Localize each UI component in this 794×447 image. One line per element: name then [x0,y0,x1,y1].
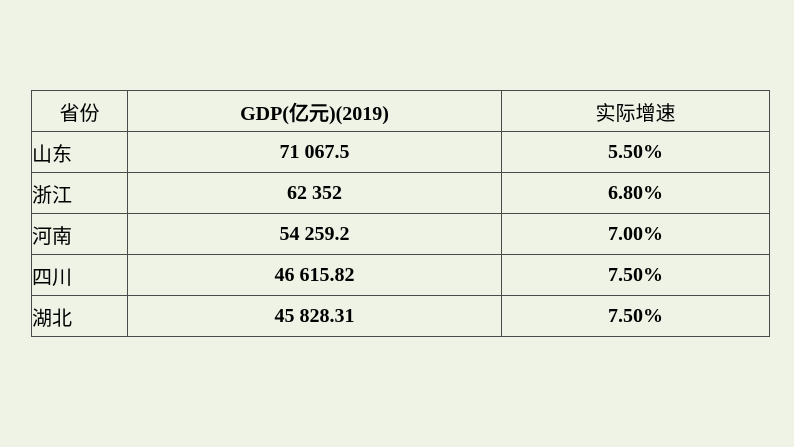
cell-growth: 7.50% [501,254,770,296]
header-growth: 实际增速 [501,90,770,132]
header-province: 省份 [31,90,128,132]
cell-province: 山东 [31,131,128,173]
cell-growth: 7.00% [501,213,770,255]
table-row: 山东 71 067.5 5.50% [31,131,770,173]
cell-gdp: 46 615.82 [127,254,502,296]
gdp-table: 省份 GDP(亿元)(2019) 实际增速 山东 71 067.5 5.50% … [31,90,770,337]
table-header-row: 省份 GDP(亿元)(2019) 实际增速 [31,90,770,132]
table-row: 河南 54 259.2 7.00% [31,213,770,255]
cell-gdp: 45 828.31 [127,295,502,337]
cell-gdp: 54 259.2 [127,213,502,255]
cell-growth: 6.80% [501,172,770,214]
table-row: 四川 46 615.82 7.50% [31,254,770,296]
cell-province: 湖北 [31,295,128,337]
table-row: 浙江 62 352 6.80% [31,172,770,214]
cell-province: 浙江 [31,172,128,214]
cell-growth: 7.50% [501,295,770,337]
cell-gdp: 71 067.5 [127,131,502,173]
header-gdp: GDP(亿元)(2019) [127,90,502,132]
table-row: 湖北 45 828.31 7.50% [31,295,770,337]
cell-growth: 5.50% [501,131,770,173]
cell-province: 河南 [31,213,128,255]
cell-province: 四川 [31,254,128,296]
cell-gdp: 62 352 [127,172,502,214]
